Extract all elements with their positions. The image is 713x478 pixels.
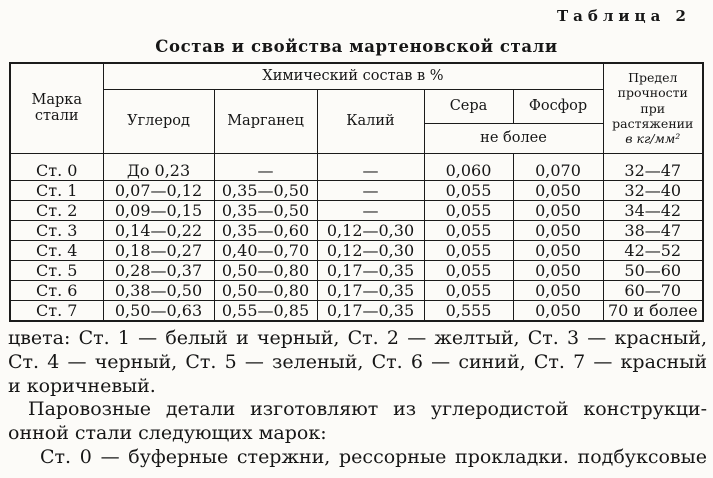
cell-carbon: 0,50—0,63 bbox=[102, 299, 215, 321]
paragraph-st0-line-1: Ст. 0 — буферные стержни, рессорные прок… bbox=[40, 445, 707, 468]
table-row: Ст. 3 0,14—0,22 0,35—0,60 0,12—0,30 0,05… bbox=[9, 219, 704, 241]
cell-strength: 32—47 bbox=[602, 152, 704, 181]
column-header-mark: Марка стали bbox=[9, 62, 104, 154]
cell-sulfur: 0,055 bbox=[423, 199, 514, 221]
cell-sulfur: 0,055 bbox=[423, 279, 514, 301]
paragraph-parts-line-2: онной стали следующих марок: bbox=[8, 422, 327, 445]
cell-phosphorus: 0,050 bbox=[512, 239, 604, 261]
strength-header-unit: в кг/мм² bbox=[625, 131, 681, 147]
cell-strength: 32—40 bbox=[602, 179, 704, 201]
cell-potassium: — bbox=[316, 179, 425, 201]
table-header: Марка стали Химический состав в % Предел… bbox=[9, 62, 704, 154]
table-number-label: Таблица 2 bbox=[556, 7, 691, 25]
cell-carbon: До 0,23 bbox=[102, 152, 215, 181]
table-row: Ст. 6 0,38—0,50 0,50—0,80 0,17—0,35 0,05… bbox=[9, 279, 704, 301]
paragraph-colors-line-2: Ст. 4 — черный, Ст. 5 — зеленый, Ст. 6 —… bbox=[8, 350, 707, 373]
cell-mark: Ст. 2 bbox=[9, 199, 104, 221]
cell-manganese: 0,55—0,85 bbox=[213, 299, 318, 321]
table-body: Ст. 0 До 0,23 — — 0,060 0,070 32—47 Ст. … bbox=[9, 152, 704, 321]
cell-mark: Ст. 6 bbox=[9, 279, 104, 301]
cell-sulfur: 0,055 bbox=[423, 239, 514, 261]
cell-carbon: 0,07—0,12 bbox=[102, 179, 215, 201]
cell-mark: Ст. 5 bbox=[9, 259, 104, 281]
cell-mark: Ст. 0 bbox=[9, 152, 104, 181]
cell-potassium: 0,12—0,30 bbox=[316, 219, 425, 241]
table-row: Ст. 7 0,50—0,63 0,55—0,85 0,17—0,35 0,55… bbox=[9, 299, 704, 321]
cell-mark: Ст. 7 bbox=[9, 299, 104, 321]
strength-header-title: Предел прочности при растяжении bbox=[612, 70, 694, 131]
cell-phosphorus: 0,050 bbox=[512, 199, 604, 221]
cell-manganese: 0,40—0,70 bbox=[213, 239, 318, 261]
cell-sulfur: 0,055 bbox=[423, 179, 514, 201]
cell-strength: 42—52 bbox=[602, 239, 704, 261]
paragraph-colors-line-1: цвета: Ст. 1 — белый и черный, Ст. 2 — ж… bbox=[8, 327, 707, 349]
cell-strength: 70 и более bbox=[602, 299, 704, 321]
cell-phosphorus: 0,050 bbox=[512, 179, 604, 201]
cell-manganese: 0,50—0,80 bbox=[213, 259, 318, 281]
cell-carbon: 0,38—0,50 bbox=[102, 279, 215, 301]
cell-manganese: 0,50—0,80 bbox=[213, 279, 318, 301]
cell-carbon: 0,09—0,15 bbox=[102, 199, 215, 221]
column-group-chemical: Химический состав в % bbox=[102, 62, 604, 90]
cell-strength: 50—60 bbox=[602, 259, 704, 281]
cell-manganese: 0,35—0,50 bbox=[213, 199, 318, 221]
table-row: Ст. 0 До 0,23 — — 0,060 0,070 32—47 bbox=[9, 152, 704, 181]
column-header-strength: Предел прочности при растяжении в кг/мм² bbox=[602, 62, 704, 154]
steel-composition-table: Марка стали Химический состав в % Предел… bbox=[9, 62, 704, 322]
column-header-potassium: Калий bbox=[316, 88, 425, 154]
cell-mark: Ст. 4 bbox=[9, 239, 104, 261]
cell-mark: Ст. 1 bbox=[9, 179, 104, 201]
cell-strength: 60—70 bbox=[602, 279, 704, 301]
cell-carbon: 0,14—0,22 bbox=[102, 219, 215, 241]
cell-potassium: 0,17—0,35 bbox=[316, 299, 425, 321]
cell-sulfur: 0,060 bbox=[423, 152, 514, 181]
cell-phosphorus: 0,050 bbox=[512, 299, 604, 321]
cell-sulfur: 0,055 bbox=[423, 259, 514, 281]
cell-potassium: — bbox=[316, 152, 425, 181]
cell-potassium: — bbox=[316, 199, 425, 221]
cell-carbon: 0,28—0,37 bbox=[102, 259, 215, 281]
cell-strength: 34—42 bbox=[602, 199, 704, 221]
paragraph-parts-line-1: Паровозные детали изготовляют из углерод… bbox=[28, 398, 707, 421]
table-row: Ст. 4 0,18—0,27 0,40—0,70 0,12—0,30 0,05… bbox=[9, 239, 704, 261]
page-title: Состав и свойства мартеновской стали bbox=[155, 37, 558, 56]
cell-manganese: 0,35—0,50 bbox=[213, 179, 318, 201]
cell-strength: 38—47 bbox=[602, 219, 704, 241]
cell-potassium: 0,12—0,30 bbox=[316, 239, 425, 261]
cell-manganese: 0,35—0,60 bbox=[213, 219, 318, 241]
cell-phosphorus: 0,050 bbox=[512, 259, 604, 281]
column-header-phosphorus: Фосфор bbox=[512, 88, 604, 124]
column-header-sulfur: Сера bbox=[423, 88, 514, 124]
cell-carbon: 0,18—0,27 bbox=[102, 239, 215, 261]
subheader-not-more: не более bbox=[423, 122, 604, 154]
cell-manganese: — bbox=[213, 152, 318, 181]
cell-potassium: 0,17—0,35 bbox=[316, 279, 425, 301]
cell-potassium: 0,17—0,35 bbox=[316, 259, 425, 281]
column-header-carbon: Углерод bbox=[102, 88, 215, 154]
paragraph-colors-line-3: и коричневый. bbox=[8, 374, 156, 397]
body-text: цвета: Ст. 1 — белый и черный, Ст. 2 — ж… bbox=[8, 327, 707, 470]
table-row: Ст. 1 0,07—0,12 0,35—0,50 — 0,055 0,050 … bbox=[9, 179, 704, 201]
cell-phosphorus: 0,070 bbox=[512, 152, 604, 181]
cell-sulfur: 0,055 bbox=[423, 219, 514, 241]
column-header-manganese: Марганец bbox=[213, 88, 318, 154]
table-row: Ст. 5 0,28—0,37 0,50—0,80 0,17—0,35 0,05… bbox=[9, 259, 704, 281]
table-row: Ст. 2 0,09—0,15 0,35—0,50 — 0,055 0,050 … bbox=[9, 199, 704, 221]
cell-phosphorus: 0,050 bbox=[512, 279, 604, 301]
cell-mark: Ст. 3 bbox=[9, 219, 104, 241]
cell-sulfur: 0,555 bbox=[423, 299, 514, 321]
cell-phosphorus: 0,050 bbox=[512, 219, 604, 241]
